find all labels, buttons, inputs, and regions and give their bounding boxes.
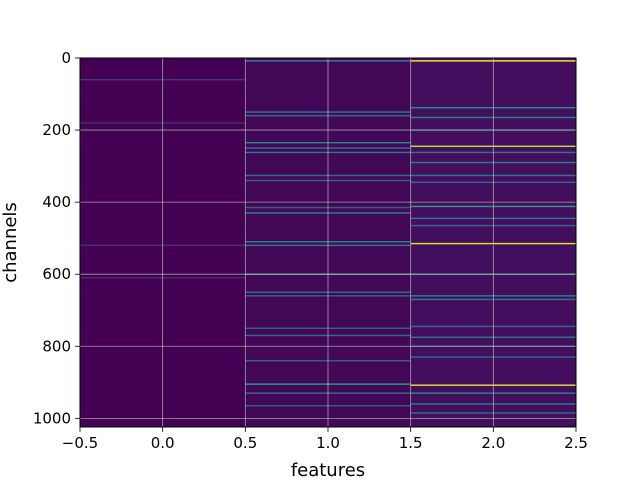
x-tick-label: 1.0 (316, 434, 340, 452)
y-axis-ticks: 0 200 400 600 800 1000 (33, 49, 80, 427)
plot-area (79, 57, 577, 428)
x-axis-ticks: −0.5 0.0 0.5 1.0 1.5 2.0 2.5 (62, 427, 588, 452)
y-tick-label: 0 (61, 49, 71, 67)
x-tick-label: −0.5 (62, 434, 98, 452)
y-tick-label: 600 (42, 265, 71, 283)
y-tick-label: 1000 (33, 409, 71, 427)
y-tick-label: 200 (42, 121, 71, 139)
x-axis-label: features (291, 460, 365, 480)
y-axis-label: channels (0, 202, 21, 283)
x-tick-label: 1.5 (399, 434, 423, 452)
y-tick-label: 400 (42, 193, 71, 211)
x-tick-label: 0.5 (233, 434, 257, 452)
y-tick-label: 800 (42, 337, 71, 355)
x-tick-label: 0.0 (151, 434, 175, 452)
x-tick-label: 2.5 (564, 434, 588, 452)
x-tick-label: 2.0 (481, 434, 505, 452)
